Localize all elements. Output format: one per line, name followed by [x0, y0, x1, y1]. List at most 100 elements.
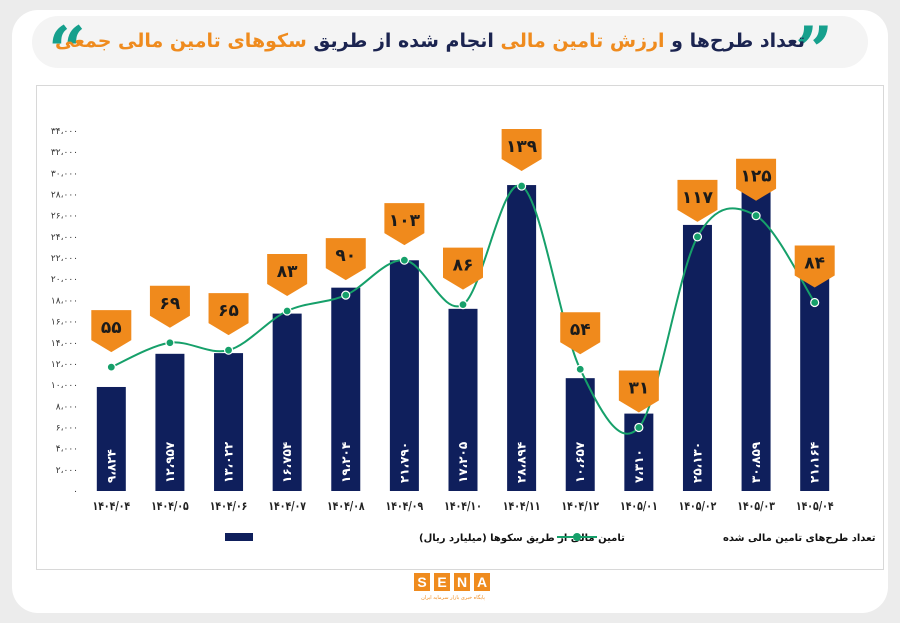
line-point: [575, 364, 585, 374]
count-label: ۵۵: [101, 318, 122, 338]
x-tick-label: ۱۴۰۴/۰۴: [92, 499, 130, 513]
logo-letter: S: [414, 573, 430, 591]
logo-letter: A: [474, 573, 490, 591]
legend-label-line: تعداد طرح‌های تامین مالی شده: [723, 533, 876, 544]
count-callout: [91, 310, 132, 353]
y-tick-label: ۲،۰۰۰: [56, 466, 78, 476]
legend-label-bars: تامین مالی از طریق سکوها (میلیارد ریال): [419, 533, 625, 544]
line-point: [165, 338, 175, 348]
bar-value-label: ۲۵،۱۳۰: [690, 442, 704, 483]
line-point: [692, 232, 703, 242]
line-point: [458, 300, 468, 310]
count-callout: [208, 293, 249, 336]
line-point: [341, 290, 351, 300]
count-label: ۹۰: [335, 246, 356, 266]
line-point: [282, 306, 292, 316]
count-callout: [384, 203, 425, 246]
count-callout: [501, 129, 542, 172]
count-callout: [267, 254, 308, 296]
title-part-2: ارزش تامین مالی: [500, 30, 665, 52]
count-callout: [618, 370, 659, 413]
plot-area: ۰ ۲،۰۰۰ ۴،۰۰۰ ۶،۰۰۰ ۸،۰۰۰ ۱۰،۰۰۰ ۱۲،۰۰۰ ۱۴،۰۰۰ ۱…: [36, 85, 884, 570]
x-tick-label: ۱۴۰۵/۰۳: [737, 499, 775, 513]
bar: [389, 260, 419, 491]
x-tick-label: ۱۴۰۴/۰۶: [210, 499, 248, 513]
x-tick-label: ۱۴۰۴/۱۰: [444, 499, 482, 513]
bar-value-label: ۱۶،۷۵۴: [280, 442, 294, 483]
count-label: ۶۹: [160, 294, 181, 314]
y-tick-label: ۱۸،۰۰۰: [51, 296, 78, 306]
bar-value-label: ۹،۸۲۴: [104, 449, 118, 483]
bar-value-label: ۲۱،۱۶۴: [808, 442, 822, 483]
legend-swatch-bars: [225, 533, 253, 541]
count-label: ۶۵: [218, 301, 239, 321]
bar-value-label: ۲۱،۷۹۰: [397, 442, 411, 483]
page-title: تعداد طرح‌ها و ارزش تامین مالی انجام شده…: [55, 30, 805, 56]
bar: [96, 386, 126, 491]
logo-letter: N: [454, 573, 470, 591]
y-tick-label: ۳۰،۰۰۰: [51, 169, 78, 179]
bar: [565, 378, 595, 491]
title-part-3: انجام شده از طریق: [306, 30, 501, 52]
logo-letter: E: [434, 573, 450, 591]
y-tick-label: ۲۸،۰۰۰: [51, 191, 78, 201]
x-tick-label: ۱۴۰۵/۰۴: [796, 499, 834, 513]
count-callout: [677, 179, 718, 222]
title-part-4: سکوهای تامین مالی جمعی: [55, 30, 307, 52]
legend-marker-line: [573, 533, 581, 541]
line-point: [223, 345, 234, 355]
count-label: ۸۶: [453, 256, 474, 276]
x-tick-label: ۱۴۰۵/۰۲: [679, 499, 717, 513]
bar-value-label: ۱۳،۰۲۲: [222, 441, 236, 483]
bar: [272, 313, 302, 491]
count-callout: [149, 285, 190, 328]
count-label: ۱۳۹: [506, 137, 538, 157]
y-tick-label: ۱۴،۰۰۰: [51, 339, 78, 349]
x-tick-label: ۱۴۰۴/۰۹: [386, 499, 424, 513]
x-tick-label: ۱۴۰۴/۰۵: [151, 499, 189, 513]
y-tick-label: ۴،۰۰۰: [56, 445, 78, 455]
count-callout: [794, 245, 835, 288]
bar-value-label: ۳۰،۸۵۹: [749, 441, 763, 483]
line-point: [517, 181, 527, 191]
bar: [682, 224, 712, 491]
double-quote-open-icon: “: [48, 12, 86, 90]
y-tick-label: ۲۲،۰۰۰: [51, 254, 78, 264]
count-callout: [325, 238, 366, 281]
y-tick-label: ۲۴،۰۰۰: [51, 233, 78, 243]
y-tick-label: ۳۴،۰۰۰: [51, 127, 78, 137]
x-tick-label: ۱۴۰۴/۱۲: [561, 499, 599, 513]
x-tick-label: ۱۴۰۵/۰۱: [620, 499, 658, 513]
bar: [214, 353, 244, 491]
y-tick-label: ۶،۰۰۰: [56, 423, 78, 433]
y-tick-label: ۱۰،۰۰۰: [51, 381, 78, 391]
bar-value-label: ۷،۳۱۰: [632, 449, 646, 483]
count-label: ۸۴: [804, 254, 825, 274]
x-tick-label: ۱۴۰۴/۰۸: [327, 499, 365, 513]
y-tick-label: ۲۰،۰۰۰: [51, 275, 78, 285]
bar: [448, 308, 478, 491]
x-tick-label: ۱۴۰۴/۰۷: [268, 499, 306, 513]
y-tick-label: ۱۲،۰۰۰: [51, 360, 78, 370]
count-callout: [560, 312, 601, 355]
sena-logo: S E N A پایگاه خبری بازار سرمایه ایران: [408, 573, 498, 609]
count-label: ۵۴: [570, 320, 591, 340]
line-point: [810, 297, 820, 308]
bar-value-label: ۱۷،۲۰۵: [456, 442, 470, 483]
bar: [507, 185, 537, 491]
count-label: ۱۰۳: [389, 211, 421, 231]
bar-value-label: ۱۰،۶۵۷: [573, 441, 587, 483]
logo-tagline: پایگاه خبری بازار سرمایه ایران: [421, 595, 485, 601]
bar: [331, 287, 361, 491]
x-tick-label: ۱۴۰۴/۱۱: [503, 499, 541, 513]
line-point: [634, 422, 644, 433]
count-callout: [736, 158, 777, 201]
count-label: ۱۱۷: [682, 188, 714, 208]
line-point: [751, 211, 761, 221]
y-tick-label: ۲۶،۰۰۰: [51, 212, 78, 222]
count-label: ۸۳: [277, 262, 298, 282]
bar-value-label: ۱۲،۹۵۷: [163, 441, 177, 483]
count-label: ۱۲۵: [741, 167, 772, 187]
line-point: [106, 362, 116, 372]
y-tick-label: ۳۲،۰۰۰: [51, 148, 78, 158]
